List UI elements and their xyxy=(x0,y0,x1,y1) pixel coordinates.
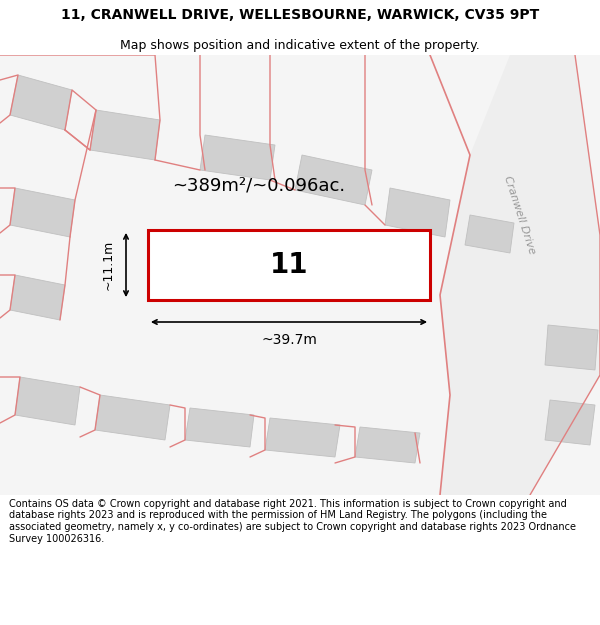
Text: Map shows position and indicative extent of the property.: Map shows position and indicative extent… xyxy=(120,39,480,52)
Polygon shape xyxy=(95,395,170,440)
Polygon shape xyxy=(10,275,65,320)
Polygon shape xyxy=(440,55,600,495)
Polygon shape xyxy=(545,325,598,370)
Polygon shape xyxy=(10,188,75,237)
Polygon shape xyxy=(385,188,450,237)
Text: 11, CRANWELL DRIVE, WELLESBOURNE, WARWICK, CV35 9PT: 11, CRANWELL DRIVE, WELLESBOURNE, WARWIC… xyxy=(61,8,539,22)
Polygon shape xyxy=(200,135,275,180)
Polygon shape xyxy=(185,408,254,447)
Text: ~39.7m: ~39.7m xyxy=(261,333,317,347)
Polygon shape xyxy=(90,110,160,160)
Text: 11: 11 xyxy=(270,251,308,279)
Polygon shape xyxy=(545,400,595,445)
Polygon shape xyxy=(265,418,340,457)
Polygon shape xyxy=(295,155,372,205)
Text: ~11.1m: ~11.1m xyxy=(101,240,115,290)
Text: Cranwell Drive: Cranwell Drive xyxy=(503,174,538,256)
Polygon shape xyxy=(355,427,420,463)
Polygon shape xyxy=(15,377,80,425)
Text: ~389m²/~0.096ac.: ~389m²/~0.096ac. xyxy=(172,176,346,194)
Polygon shape xyxy=(10,75,72,130)
Bar xyxy=(148,230,430,300)
Text: Contains OS data © Crown copyright and database right 2021. This information is : Contains OS data © Crown copyright and d… xyxy=(9,499,576,544)
Polygon shape xyxy=(465,215,514,253)
